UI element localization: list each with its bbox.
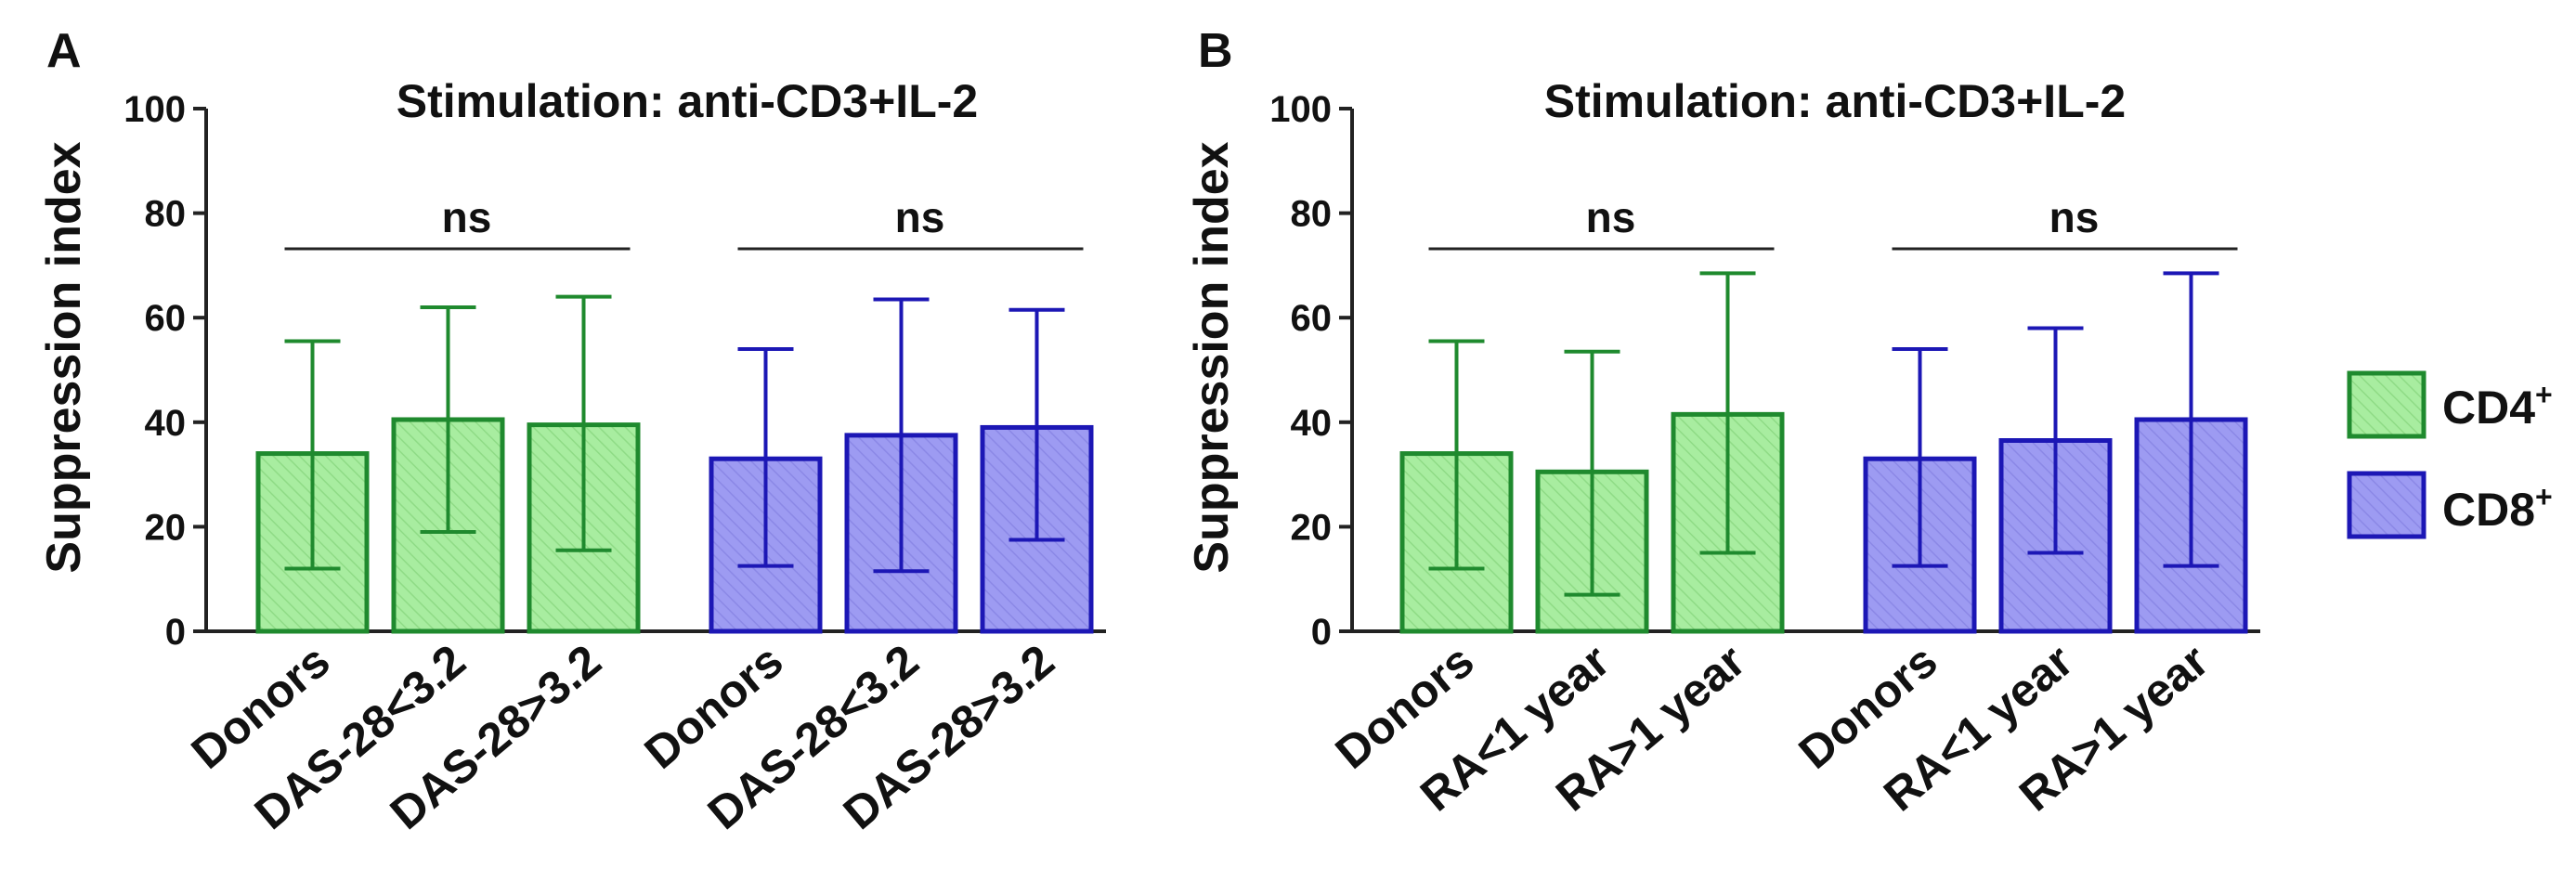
- panel-b-y-tick-label: 40: [1291, 403, 1333, 444]
- panel-b-bars: [1399, 271, 2248, 634]
- legend: CD4+ CD8+: [2347, 370, 2553, 539]
- panel-b-title: Stimulation: anti-CD3+IL-2: [1544, 75, 2126, 127]
- panel-b-y-tick-label: 60: [1291, 298, 1333, 339]
- panel-b-y-tick-label: 20: [1291, 507, 1333, 548]
- panel-b-letter: B: [1198, 24, 1233, 78]
- panel-a-significance-label: ns: [895, 193, 945, 241]
- panel-a-significance-label: ns: [442, 193, 492, 241]
- panel-b-y-tick-label: 0: [1311, 612, 1332, 653]
- panel-a-y-tick-label: 100: [124, 89, 186, 130]
- panel-b-y-tick-label: 80: [1291, 194, 1333, 235]
- panel-b-y-axis-label: Suppression index: [1185, 141, 1239, 573]
- panel-a-y-tick-label: 80: [145, 194, 187, 235]
- panel-a-y-tick-label: 20: [145, 507, 187, 548]
- legend-label-cd8: CD8+: [2442, 480, 2553, 536]
- panel-a-y-tick-label: 40: [145, 403, 187, 444]
- panel-b-significance-label: ns: [2049, 193, 2100, 241]
- panel-a-y-tick-label: 0: [165, 612, 186, 653]
- panel-a-bars: [255, 294, 1094, 634]
- panel-b: B Stimulation: anti-CD3+IL-2 Suppression…: [1185, 24, 2260, 822]
- panel-a-letter: A: [46, 24, 82, 78]
- legend-swatch-cd8: [2347, 471, 2426, 539]
- panel-a-significance: ns ns: [284, 193, 1084, 251]
- legend-swatch-cd4: [2347, 370, 2426, 439]
- panel-b-significance-label: ns: [1586, 193, 1636, 241]
- panel-a-title: Stimulation: anti-CD3+IL-2: [397, 75, 978, 127]
- panel-b-y-tick-label: 100: [1269, 89, 1332, 130]
- legend-label-cd4: CD4+: [2442, 378, 2553, 434]
- panel-a-y-axis-label: Suppression index: [37, 141, 91, 573]
- panel-b-significance: ns ns: [1428, 193, 2238, 251]
- panel-a-y-tick-label: 60: [145, 298, 187, 339]
- panel-a: A Stimulation: anti-CD3+IL-2 Suppression…: [37, 24, 1106, 839]
